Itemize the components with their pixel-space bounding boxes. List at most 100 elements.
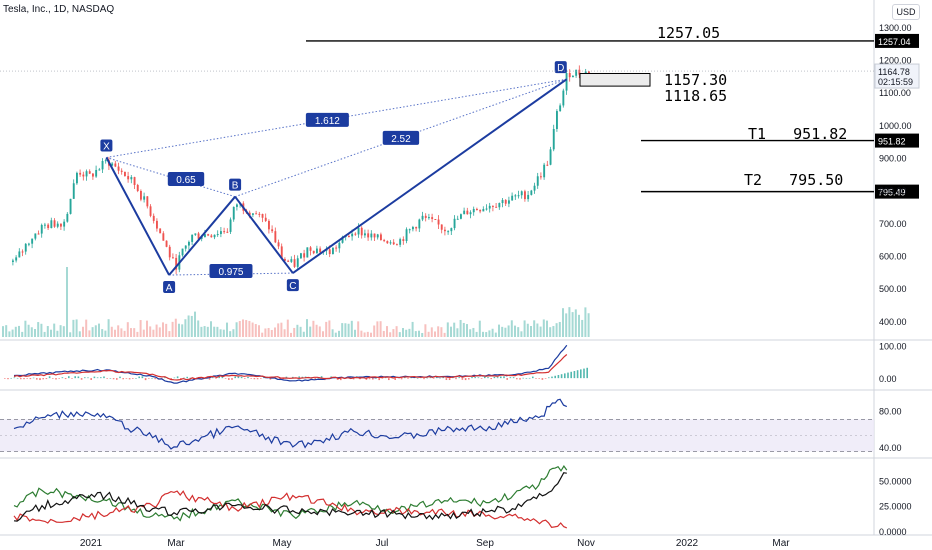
volume-bar xyxy=(424,324,427,337)
macd-histogram-bar xyxy=(144,378,147,381)
macd-histogram-bar xyxy=(583,368,585,379)
pivot-marker xyxy=(100,139,113,152)
volume-bar xyxy=(37,322,40,337)
candle xyxy=(12,258,14,266)
candle-body xyxy=(168,246,171,258)
candle xyxy=(476,207,478,211)
macd-histogram-bar xyxy=(250,378,252,379)
volume-bar xyxy=(56,330,59,337)
macd-histogram-bar xyxy=(317,378,320,379)
candle xyxy=(127,171,130,183)
candle-body xyxy=(287,260,290,262)
time-tick-label: Sep xyxy=(476,538,494,549)
candle xyxy=(101,158,104,174)
volume-bar xyxy=(507,325,510,337)
volume-bar xyxy=(389,332,392,337)
candle-body xyxy=(533,185,536,191)
volume-bar xyxy=(478,320,481,337)
candle xyxy=(44,222,46,229)
volume-bar xyxy=(520,331,523,337)
candle xyxy=(159,228,162,234)
level-axis-tag-bg xyxy=(875,133,919,148)
macd-histogram-bar xyxy=(340,378,342,381)
candle xyxy=(92,173,94,180)
macd-histogram-bar xyxy=(372,378,374,380)
candle xyxy=(364,229,366,238)
volume-bar xyxy=(168,331,171,337)
volume-bar xyxy=(443,332,446,337)
candle xyxy=(431,213,434,223)
currency-badge[interactable]: USD xyxy=(892,4,920,20)
entry-zone-box xyxy=(579,72,651,87)
price-tick-label: 500.00 xyxy=(879,284,907,294)
candle xyxy=(306,247,309,258)
volume-bar xyxy=(146,320,148,337)
candle xyxy=(162,231,165,241)
candle-body xyxy=(136,184,139,192)
candle-body xyxy=(568,72,571,78)
candle xyxy=(184,245,187,252)
volume-bar xyxy=(501,326,504,337)
volume-bar xyxy=(549,327,552,337)
candle xyxy=(440,224,443,234)
volume-bar xyxy=(152,329,155,337)
candle xyxy=(66,212,69,223)
candle-body xyxy=(133,177,136,185)
candle xyxy=(360,226,363,239)
candle-body xyxy=(85,171,88,177)
volume-bar xyxy=(347,323,350,337)
volume-bar xyxy=(232,329,235,337)
candle-body xyxy=(530,190,533,195)
candle xyxy=(312,250,315,255)
macd-histogram-bar xyxy=(365,378,368,380)
macd-histogram-bar xyxy=(23,378,25,380)
volume-bar xyxy=(373,325,376,337)
pivot-d: D xyxy=(554,61,567,74)
macd-histogram-bar xyxy=(84,377,86,379)
candle-body xyxy=(146,196,149,207)
volume-bar xyxy=(584,307,587,337)
candle xyxy=(508,196,510,208)
candle xyxy=(370,230,373,241)
volume-bar xyxy=(197,320,200,337)
volume-bar xyxy=(523,320,526,337)
volume-bar xyxy=(50,329,52,337)
dmi-tick-label: 50.0000 xyxy=(879,476,912,486)
candle xyxy=(277,239,280,250)
level-axis-tag-bg xyxy=(875,184,919,199)
candle xyxy=(549,146,552,166)
macd-histogram-bar xyxy=(58,378,60,379)
volume-bar xyxy=(558,321,561,337)
candle-body xyxy=(197,233,200,239)
candle xyxy=(338,239,341,253)
candle xyxy=(412,225,414,232)
candle-body xyxy=(508,200,510,204)
candle xyxy=(562,88,565,108)
candle xyxy=(424,213,427,222)
candle xyxy=(197,231,200,240)
candle-body xyxy=(264,217,267,221)
volume-bar xyxy=(24,320,27,337)
macd-histogram-bar xyxy=(148,378,150,379)
pivot-b: B xyxy=(229,178,242,192)
volume-bars xyxy=(2,267,590,337)
candle xyxy=(428,213,430,220)
macd-histogram-bar xyxy=(39,378,41,381)
candle-body xyxy=(140,191,142,200)
candle xyxy=(191,234,194,246)
candle-body xyxy=(95,169,98,177)
candle-body xyxy=(383,240,386,242)
macd-histogram-bar xyxy=(125,378,128,379)
macd-histogram-bar xyxy=(269,378,272,380)
candle-body xyxy=(60,223,62,227)
symbol-title[interactable]: Tesla, Inc., 1D, NASDAQ xyxy=(3,4,115,15)
level-axis-tag-bg xyxy=(875,33,919,48)
candle-body xyxy=(399,239,402,245)
time-tick-label: Jul xyxy=(376,538,389,549)
macd-histogram-bar xyxy=(541,378,544,380)
pattern-leg-ab xyxy=(168,196,236,276)
candle-body xyxy=(367,233,370,238)
candle xyxy=(402,236,405,245)
